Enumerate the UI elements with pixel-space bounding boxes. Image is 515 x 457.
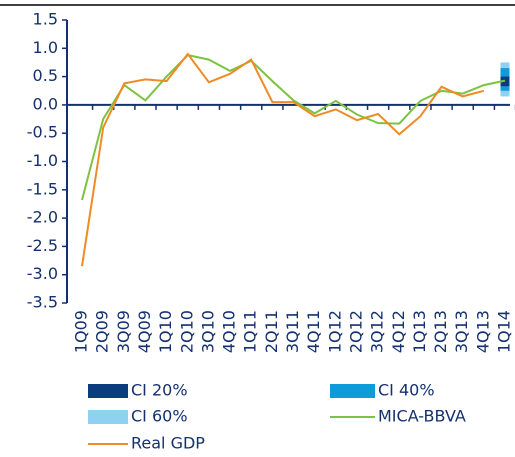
x-tick-label: 1Q13 xyxy=(410,310,429,353)
x-tick-label: 1Q11 xyxy=(241,310,260,353)
x-tick-label: 1Q14 xyxy=(495,310,514,353)
y-tick-label: -0.5 xyxy=(27,123,58,142)
y-tick-label: 1.5 xyxy=(33,10,58,29)
legend-swatch xyxy=(330,384,375,398)
x-tick-label: 4Q10 xyxy=(220,310,239,353)
line-series xyxy=(81,54,506,201)
x-tick-label: 2Q13 xyxy=(431,310,450,353)
x-tick-label: 1Q10 xyxy=(156,310,175,353)
x-tick-label: 4Q11 xyxy=(304,310,323,353)
x-tick-label: 2Q10 xyxy=(177,310,196,353)
legend-label: Real GDP xyxy=(131,434,205,453)
legend-label: CI 20% xyxy=(131,381,188,400)
y-tick-label: -1.0 xyxy=(27,151,58,170)
x-tick-label: 3Q11 xyxy=(283,310,302,353)
x-tick-label: 3Q10 xyxy=(198,310,217,353)
y-tick-label: -2.5 xyxy=(27,236,58,255)
legend-swatch xyxy=(88,410,128,424)
y-tick-label: 1.0 xyxy=(33,38,58,57)
x-tick-label: 3Q13 xyxy=(452,310,471,353)
legend-label: CI 40% xyxy=(378,381,435,400)
x-tick-label: 2Q12 xyxy=(346,310,365,353)
x-tick-label: 3Q09 xyxy=(114,310,133,353)
x-tick-label: 4Q09 xyxy=(135,310,154,353)
y-tick-label: -2.0 xyxy=(27,208,58,227)
y-tick-label: -1.5 xyxy=(27,179,58,198)
x-tick-label: 4Q13 xyxy=(473,310,492,353)
x-tick-label: 3Q12 xyxy=(368,310,387,353)
y-tick-label: -3.0 xyxy=(27,264,58,283)
legend-label: CI 60% xyxy=(131,407,188,426)
legend-swatch xyxy=(88,384,128,398)
legend-label: MICA-BBVA xyxy=(378,407,466,426)
line-series xyxy=(81,52,485,267)
x-tick-label: 2Q11 xyxy=(262,310,281,353)
x-tick-label: 4Q12 xyxy=(389,310,408,353)
y-tick-label: 0.0 xyxy=(33,94,58,113)
x-tick-label: 1Q09 xyxy=(72,310,91,353)
y-tick-label: 0.5 xyxy=(33,66,58,85)
x-tick-label: 1Q12 xyxy=(325,310,344,353)
y-tick-label: -3.5 xyxy=(27,293,58,312)
x-tick-label: 2Q09 xyxy=(93,310,112,353)
